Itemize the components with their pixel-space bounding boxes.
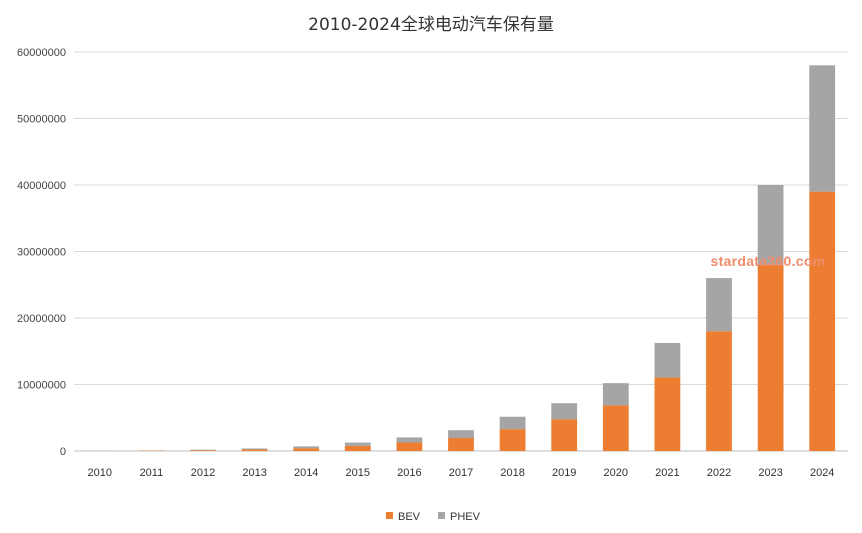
x-tick-label: 2017: [449, 467, 473, 479]
watermark-text: stardata360.com: [710, 253, 825, 269]
y-tick-label: 20000000: [17, 313, 66, 325]
bar-bev-2014: [293, 448, 320, 451]
x-tick-label: 2015: [346, 467, 370, 479]
x-tick-label: 2014: [294, 467, 318, 479]
x-tick-label: 2022: [707, 467, 731, 479]
bar-bev-2020: [602, 405, 629, 451]
x-tick-label: 2023: [758, 467, 782, 479]
x-tick-label: 2012: [191, 467, 215, 479]
y-tick-label: 40000000: [17, 180, 66, 192]
y-tick-label: 50000000: [17, 114, 66, 126]
bar-phev-2023: [757, 185, 784, 265]
bar-bev-2021: [654, 377, 681, 451]
bar-bev-2015: [344, 445, 371, 451]
bar-phev-2013: [241, 448, 268, 450]
bar-bev-2013: [241, 449, 268, 451]
bar-bev-2012: [190, 450, 216, 451]
bar-phev-2022: [706, 278, 732, 332]
bar-phev-2014: [293, 446, 320, 449]
bar-phev-2021: [654, 342, 681, 378]
legend-label-phev: PHEV: [450, 511, 481, 523]
bar-phev-2015: [344, 442, 371, 446]
bar-phev-2020: [602, 383, 629, 406]
bar-phev-2024: [809, 65, 836, 192]
x-tick-label: 2016: [397, 467, 421, 479]
x-tick-label: 2018: [500, 467, 524, 479]
legend-swatch-phev: [438, 512, 445, 519]
bar-bev-2019: [551, 419, 578, 451]
bar-bev-2022: [706, 331, 732, 451]
chart-title: 2010-2024全球电动汽车保有量: [308, 15, 554, 35]
x-tick-label: 2013: [242, 467, 266, 479]
legend-label-bev: BEV: [398, 511, 421, 523]
x-tick-label: 2020: [604, 467, 628, 479]
bar-phev-2019: [551, 403, 578, 420]
bar-bev-2024: [809, 191, 836, 451]
bar-phev-2016: [396, 437, 423, 443]
bar-bev-2016: [396, 442, 423, 451]
y-tick-label: 60000000: [17, 47, 66, 59]
y-tick-label: 30000000: [17, 247, 66, 259]
bar-bev-2018: [499, 429, 526, 451]
y-tick-label: 0: [60, 446, 66, 458]
x-tick-label: 2024: [810, 467, 834, 479]
bar-bev-2023: [757, 264, 784, 451]
bar-phev-2017: [448, 430, 474, 439]
x-tick-label: 2011: [140, 467, 164, 479]
x-tick-label: 2010: [88, 467, 112, 479]
x-tick-label: 2021: [655, 467, 679, 479]
x-tick-label: 2019: [552, 467, 576, 479]
bar-phev-2018: [499, 416, 526, 430]
legend-swatch-bev: [386, 512, 393, 519]
y-tick-label: 10000000: [17, 380, 66, 392]
bar-phev-2012: [190, 449, 216, 451]
bar-bev-2017: [448, 438, 474, 451]
